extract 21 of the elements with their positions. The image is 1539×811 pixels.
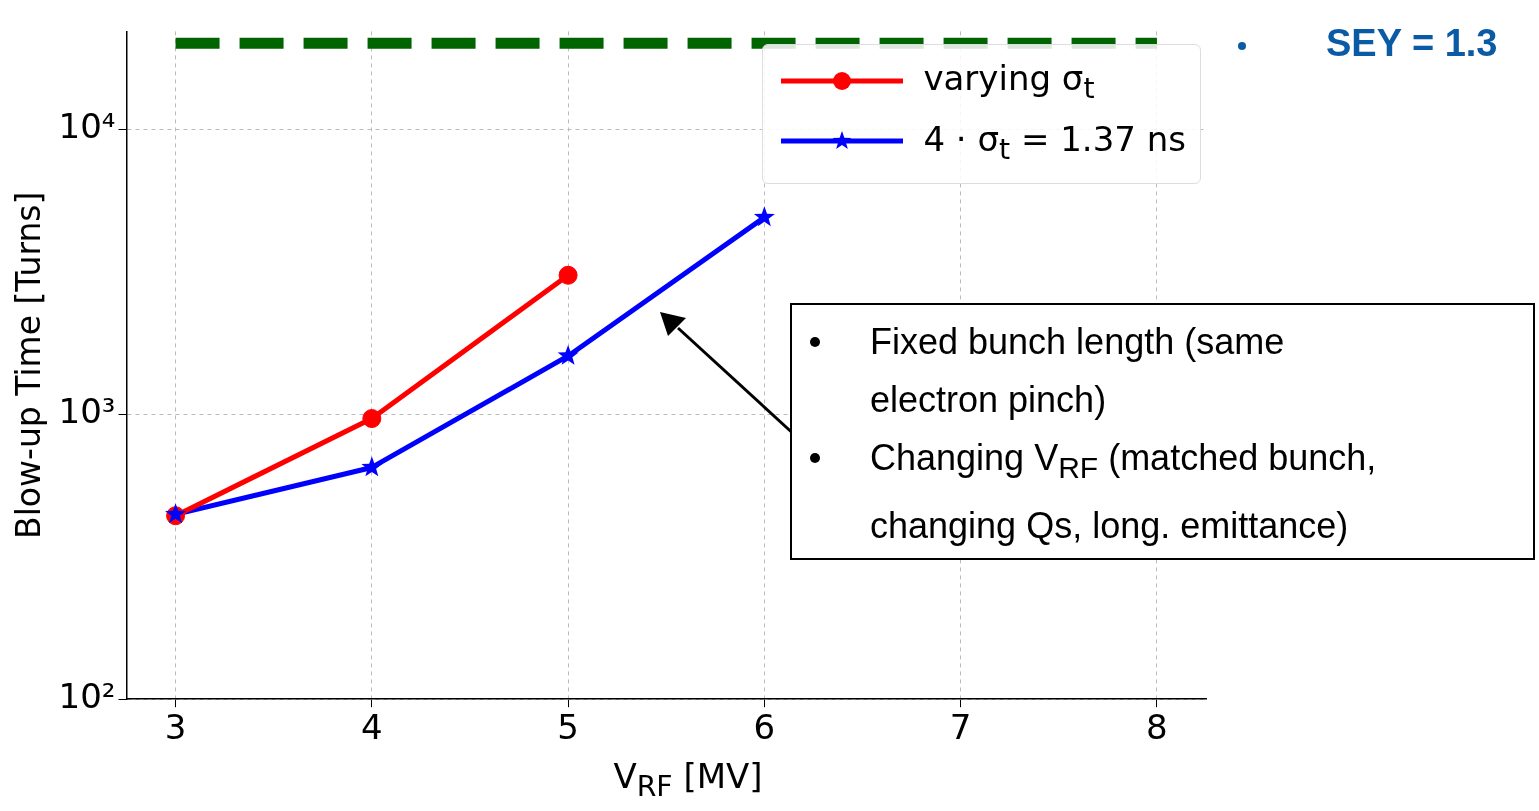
y-tick-label: 10³ (58, 390, 116, 431)
y-tick-label: 10² (58, 676, 116, 717)
x-tick-label: 5 (557, 707, 579, 748)
x-axis-title: V$_{RF}$ [MV] (612, 756, 764, 803)
x-tick-label: 4 (361, 707, 383, 748)
point (558, 265, 578, 285)
point (753, 206, 775, 227)
legend-label: 4 · σ$_{t}$ = 1.37 ns (923, 118, 1186, 166)
annotation: Fixed bunch length (same electron pinch) (870, 320, 1286, 422)
x-tick-label: 7 (949, 707, 972, 748)
x-tick-label: 8 (1146, 707, 1168, 748)
legend-label: varying σ$_{t}$ (923, 58, 1095, 105)
point (361, 456, 383, 477)
annotation: Changing V$_{RF}$ (matched bunch, changing Qs, long. emittance) (870, 436, 1378, 549)
point (362, 409, 382, 429)
x-tick-label: 3 (164, 707, 187, 748)
y-axis-title: Blow-up Time [Turns] (9, 191, 49, 539)
y-tick-label: 10⁴ (58, 105, 116, 146)
text: SEY = 1.3 (1326, 22, 1498, 64)
x-tick-label: 6 (753, 707, 776, 748)
point (557, 344, 579, 365)
